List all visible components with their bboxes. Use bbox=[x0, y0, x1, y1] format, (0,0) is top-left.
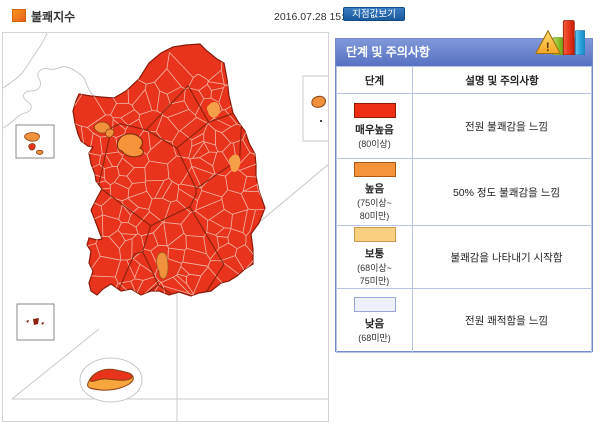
svg-text:!: ! bbox=[546, 40, 550, 54]
